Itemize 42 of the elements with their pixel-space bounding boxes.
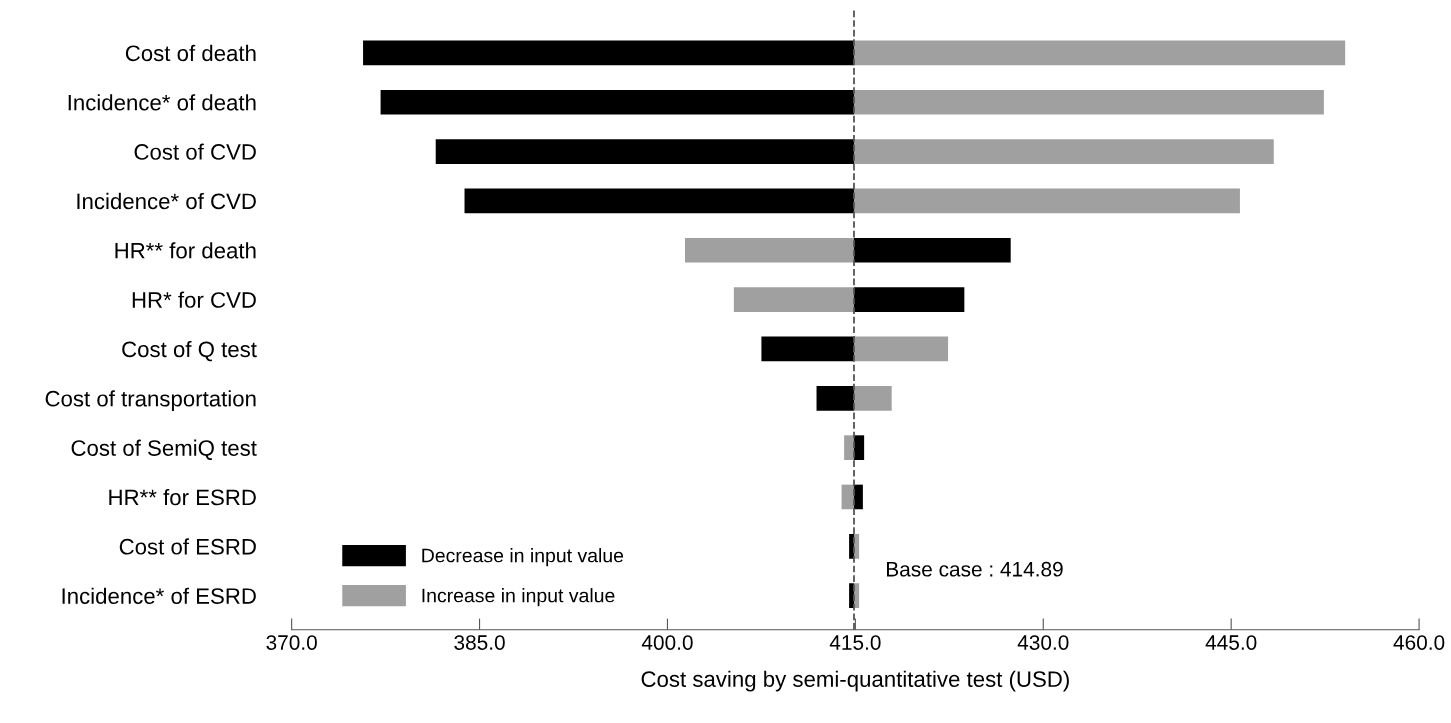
bar [685,237,854,263]
y-tick-label: Incidence* of death [68,94,256,111]
bar [733,287,854,312]
y-tick-label: Incidence* of CVD [77,192,256,210]
bar [853,139,1274,164]
bar [844,435,854,460]
bar [853,385,892,411]
bar [853,287,965,312]
y-tick-label: Cost of CVD [134,143,256,160]
y-tick-label: Cost of death [125,44,256,62]
bar [380,89,854,115]
y-tick-label: Incidence* of ESRD [62,587,256,604]
bar [853,89,1324,115]
bar [464,188,854,214]
bar [853,336,949,362]
x-tick-label: 370.0 [266,635,317,650]
bar [435,139,854,164]
y-tick-label: Cost of SemiQ test [71,439,257,460]
bar [853,40,1346,66]
x-tick-label: 460.0 [1393,635,1445,650]
y-tick-label: Cost of Q test [122,340,257,362]
y-tick-label: HR* for CVD [132,291,256,308]
legend-label: Decrease in input value [422,548,624,567]
y-tick-label: HR** for death [115,242,256,259]
bar [853,484,863,510]
x-tick-label: 385.0 [454,635,505,650]
bar [853,237,1011,263]
bar [853,435,865,460]
y-tick-label: HR** for ESRD [109,488,256,506]
x-tick-label: 445.0 [1205,635,1257,650]
y-tick-label: Cost of ESRD [119,538,256,555]
x-axis-title: Cost saving by semi-quantitative test (USD) [641,670,1069,692]
x-tick-label: 400.0 [641,635,693,650]
bar [761,336,854,362]
bar [816,385,854,411]
x-tick-label: 415.0 [829,635,881,650]
ref-line-label: Base case : 414.89 [887,561,1063,577]
x-tick-label: 430.0 [1017,635,1069,650]
legend-label: Increase in input value [422,588,615,607]
y-tick-label: Cost of transportation [45,390,256,411]
bar [363,40,854,66]
bar [853,188,1240,214]
